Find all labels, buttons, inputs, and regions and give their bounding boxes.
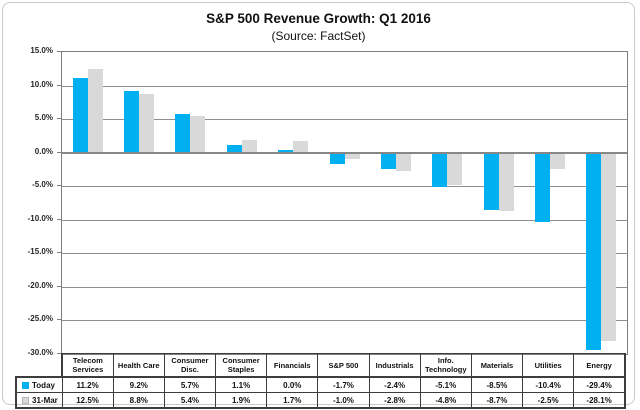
- bar-today-s-p-500: [329, 152, 345, 165]
- table-value-31-mar-utilities: -2.5%: [522, 392, 575, 409]
- y-axis-label: -10.0%: [27, 213, 53, 223]
- bar-31-mar-info-technology: [447, 152, 463, 185]
- data-table: Telecom Services Health Care Consumer Disc…: [15, 353, 627, 409]
- table-value-31-mar-financials: 1.7%: [266, 392, 319, 409]
- bar-31-mar-industrials: [395, 152, 411, 172]
- y-axis-tick: [57, 185, 61, 187]
- bar-31-mar-s-p-500: [344, 152, 360, 160]
- bar-31-mar-utilities: [549, 152, 565, 170]
- table-header-consumer-staples: Consumer Staples: [215, 353, 268, 378]
- table-value-today-financials: 0.0%: [266, 376, 319, 393]
- gridline: [62, 119, 627, 121]
- bar-today-energy: [586, 152, 602, 350]
- bar-31-mar-health-care: [139, 93, 155, 153]
- bar-31-mar-materials: [498, 152, 514, 212]
- table-value-31-mar-s-p-500: -1.0%: [317, 392, 370, 409]
- y-axis-tick: [57, 118, 61, 120]
- table-header-utilities: Utilities: [522, 353, 575, 378]
- legend-key-31-mar-icon: [22, 396, 29, 404]
- bar-today-health-care: [124, 90, 140, 153]
- legend-cell-31-mar: 31-Mar: [15, 392, 63, 409]
- bar-today-telecom-services: [72, 77, 88, 153]
- legend-key-today-icon: [22, 381, 29, 389]
- y-axis-tick: [57, 252, 61, 254]
- legend-label-31-mar: 31-Mar: [32, 395, 58, 405]
- bar-31-mar-consumer-disc: [190, 116, 206, 153]
- table-value-31-mar-health-care: 8.8%: [112, 392, 165, 409]
- y-axis-tick: [57, 151, 61, 153]
- table-header-s-p-500: S&P 500: [317, 353, 370, 378]
- table-value-31-mar-energy: -28.1%: [573, 392, 627, 409]
- legend-cell-today: Today: [15, 376, 63, 393]
- table-value-31-mar-info-technology: -4.8%: [419, 392, 472, 409]
- bar-31-mar-financials: [293, 141, 309, 153]
- bar-today-consumer-disc: [175, 114, 191, 153]
- y-axis-label: 10.0%: [30, 79, 53, 89]
- table-value-31-mar-consumer-staples: 1.9%: [215, 392, 268, 409]
- table-value-today-utilities: -10.4%: [522, 376, 575, 393]
- bar-today-utilities: [534, 152, 550, 223]
- bar-31-mar-energy: [601, 152, 617, 342]
- y-axis-tick: [57, 218, 61, 220]
- table-value-today-energy: -29.4%: [573, 376, 627, 393]
- table-header-industrials: Industrials: [368, 353, 421, 378]
- y-axis-tick: [57, 51, 61, 52]
- chart-subtitle: (Source: FactSet): [271, 29, 366, 43]
- y-axis-label: -5.0%: [32, 180, 53, 190]
- table-value-31-mar-telecom-services: 12.5%: [61, 392, 114, 409]
- bar-today-info-technology: [432, 152, 448, 187]
- bar-today-industrials: [380, 152, 396, 169]
- gridline: [62, 186, 627, 188]
- table-corner-cell: [16, 354, 62, 378]
- table-value-today-info-technology: -5.1%: [419, 376, 472, 393]
- y-axis-tick: [57, 84, 61, 86]
- y-axis-label: -30.0%: [27, 348, 53, 357]
- table-header-materials: Materials: [470, 353, 524, 378]
- gridline: [62, 219, 627, 221]
- y-axis-tick: [57, 353, 61, 354]
- table-value-31-mar-materials: -8.7%: [470, 392, 524, 409]
- y-axis-label: -15.0%: [27, 247, 53, 257]
- gridline: [62, 253, 627, 255]
- bar-today-materials: [483, 152, 499, 210]
- zero-gridline: [62, 151, 627, 154]
- table-value-today-industrials: -2.4%: [368, 376, 421, 393]
- plot-area: [61, 51, 628, 355]
- gridline: [62, 286, 627, 288]
- table-header-telecom-services: Telecom Services: [60, 353, 114, 378]
- table-value-today-health-care: 9.2%: [112, 376, 165, 393]
- table-header-financials: Financials: [266, 353, 319, 378]
- y-axis-label: -25.0%: [27, 314, 53, 324]
- table-value-31-mar-consumer-disc: 5.4%: [163, 392, 217, 409]
- y-axis-tick: [57, 285, 61, 287]
- chart-title: S&P 500 Revenue Growth: Q1 2016: [206, 11, 431, 26]
- y-axis-tick: [57, 319, 61, 321]
- table-value-today-telecom-services: 11.2%: [61, 376, 114, 393]
- y-axis-label: 5.0%: [34, 113, 53, 123]
- table-value-today-materials: -8.5%: [470, 376, 524, 393]
- legend-label-today: Today: [32, 380, 55, 390]
- bar-31-mar-consumer-staples: [241, 139, 257, 153]
- table-value-today-consumer-disc: 5.7%: [163, 376, 217, 393]
- bar-31-mar-telecom-services: [87, 68, 103, 153]
- table-header-health-care: Health Care: [112, 353, 165, 378]
- y-axis-label: 15.0%: [30, 46, 53, 55]
- y-axis-label: 0.0%: [34, 146, 53, 156]
- table-value-31-mar-industrials: -2.8%: [368, 392, 421, 409]
- table-header-energy: Energy: [573, 353, 627, 378]
- bar-today-consumer-staples: [226, 145, 242, 153]
- gridline: [62, 85, 627, 87]
- gridline: [62, 320, 627, 322]
- table-value-today-s-p-500: -1.7%: [317, 376, 370, 393]
- table-header-consumer-disc: Consumer Disc.: [163, 353, 217, 378]
- bar-today-financials: [278, 150, 294, 153]
- table-value-today-consumer-staples: 1.1%: [215, 376, 268, 393]
- table-header-info-technology: Info. Technology: [419, 353, 472, 378]
- y-axis-label: -20.0%: [27, 280, 53, 290]
